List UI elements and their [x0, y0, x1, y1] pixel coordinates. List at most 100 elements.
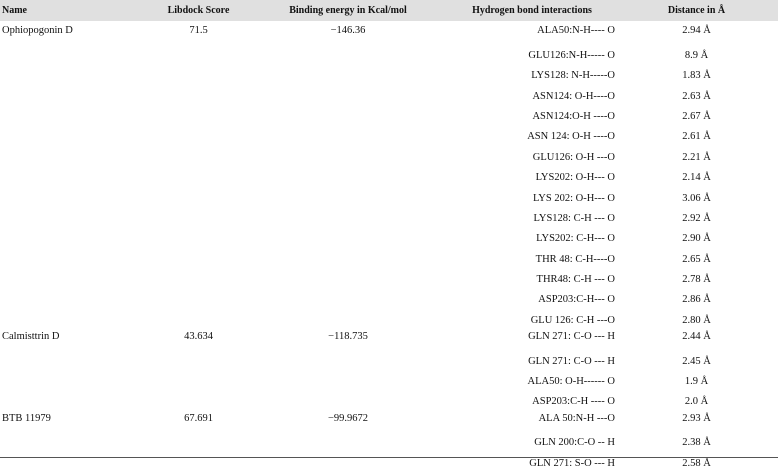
cell-compound-name: [0, 388, 142, 408]
cell-distance: 2.67 Å: [682, 110, 711, 122]
cell-distance: 2.0 Å: [684, 396, 709, 408]
cell-compound-name: [0, 123, 142, 143]
cell-binding-energy: [255, 184, 441, 204]
cell-distance: 2.38 Å: [682, 437, 711, 449]
cell-libdock-score: [142, 123, 255, 143]
table-row: GLN 271: C-O --- H 2.45 Å: [0, 347, 778, 367]
cell-binding-energy: −99.9672: [327, 412, 369, 424]
table-row: THR48: C-H --- O 2.78 Å: [0, 266, 778, 286]
cell-distance: 2.21 Å: [682, 151, 711, 163]
cell-libdock-score: 71.5: [189, 25, 208, 37]
cell-hydrogen-bond: THR 48: C-H----O: [535, 253, 615, 265]
cell-compound-name: [0, 245, 142, 265]
header-libdock-score: Libdock Score: [167, 5, 230, 16]
cell-libdock-score: [142, 62, 255, 82]
cell-binding-energy: [255, 205, 441, 225]
table-row: GLU126:N-H----- O 8.9 Å: [0, 41, 778, 61]
cell-compound-name: Ophiopogonin D: [2, 25, 73, 37]
table-row: ASN124:O-H ----O 2.67 Å: [0, 103, 778, 123]
cell-binding-energy: [255, 449, 441, 469]
cell-binding-energy: [255, 429, 441, 449]
cell-libdock-score: [142, 429, 255, 449]
cell-libdock-score: [142, 368, 255, 388]
cell-binding-energy: [255, 164, 441, 184]
cell-binding-energy: [255, 41, 441, 61]
cell-compound-name: [0, 164, 142, 184]
cell-libdock-score: [142, 286, 255, 306]
table-row: GLN 271: S-O --- H 2.58 Å: [0, 449, 778, 469]
cell-hydrogen-bond: LYS 202: O-H--- O: [532, 192, 615, 204]
cell-hydrogen-bond: GLN 200:C-O -- H: [534, 437, 615, 449]
cell-hydrogen-bond: GLU126:N-H----- O: [528, 49, 615, 61]
cell-distance: 2.86 Å: [682, 294, 711, 306]
header-hydrogen-bond: Hydrogen bond interactions: [472, 5, 592, 16]
cell-compound-name: [0, 184, 142, 204]
table-row: THR 48: C-H----O 2.65 Å: [0, 245, 778, 265]
cell-hydrogen-bond: ASP203:C-H--- O: [538, 294, 615, 306]
cell-libdock-score: [142, 184, 255, 204]
cell-compound-name: [0, 103, 142, 123]
table-row: LYS128: C-H --- O 2.92 Å: [0, 205, 778, 225]
table-row: LYS 202: O-H--- O 3.06 Å: [0, 184, 778, 204]
cell-binding-energy: [255, 347, 441, 367]
cell-libdock-score: [142, 388, 255, 408]
cell-hydrogen-bond: ASN124:O-H ----O: [532, 110, 615, 122]
cell-compound-name: [0, 449, 142, 469]
cell-distance: 2.92 Å: [682, 212, 711, 224]
cell-binding-energy: [255, 286, 441, 306]
table-row: ASN124: O-H----O 2.63 Å: [0, 82, 778, 102]
table-row: GLU 126: C-H ---O 2.80 Å: [0, 306, 778, 326]
cell-libdock-score: [142, 225, 255, 245]
cell-libdock-score: [142, 306, 255, 326]
cell-distance: 2.94 Å: [682, 25, 711, 37]
cell-compound-name: [0, 347, 142, 367]
cell-compound-name: [0, 41, 142, 61]
cell-compound-name: [0, 306, 142, 326]
cell-distance: 8.9 Å: [684, 49, 709, 61]
cell-distance: 2.78 Å: [682, 274, 711, 286]
cell-binding-energy: [255, 245, 441, 265]
cell-distance: 2.58 Å: [682, 457, 711, 469]
table-row: LYS128: N-H-----O 1.83 Å: [0, 62, 778, 82]
cell-distance: 2.14 Å: [682, 172, 711, 184]
cell-hydrogen-bond: GLN 271: S-O --- H: [529, 457, 615, 469]
table-row: Calmisttrin D 43.634 −118.735 GLN 271: C-O …: [0, 327, 778, 347]
cell-compound-name: Calmisttrin D: [2, 331, 60, 343]
cell-distance: 1.83 Å: [682, 70, 711, 82]
cell-distance: 2.63 Å: [682, 90, 711, 102]
cell-compound-name: [0, 82, 142, 102]
cell-binding-energy: [255, 143, 441, 163]
cell-compound-name: [0, 225, 142, 245]
cell-hydrogen-bond: THR48: C-H --- O: [536, 274, 615, 286]
cell-distance: 2.93 Å: [682, 412, 711, 424]
cell-libdock-score: [142, 266, 255, 286]
cell-libdock-score: [142, 82, 255, 102]
cell-libdock-score: [142, 143, 255, 163]
cell-distance: 2.61 Å: [682, 131, 711, 143]
cell-libdock-score: [142, 245, 255, 265]
cell-binding-energy: [255, 123, 441, 143]
cell-hydrogen-bond: LYS128: N-H-----O: [531, 70, 615, 82]
cell-libdock-score: [142, 347, 255, 367]
cell-binding-energy: [255, 103, 441, 123]
cell-compound-name: [0, 286, 142, 306]
table-row: LYS202: C-H--- O 2.90 Å: [0, 225, 778, 245]
cell-libdock-score: [142, 449, 255, 469]
cell-hydrogen-bond: LYS202: O-H--- O: [535, 172, 615, 184]
cell-binding-energy: [255, 62, 441, 82]
header-name: Name: [2, 5, 27, 16]
cell-distance: 2.44 Å: [682, 331, 711, 343]
cell-hydrogen-bond: LYS202: C-H--- O: [536, 233, 615, 245]
header-binding-energy: Binding energy in Kcal/mol: [289, 5, 407, 16]
cell-hydrogen-bond: GLN 271: C-O --- H: [528, 355, 615, 367]
header-distance: Distance in Å: [667, 5, 726, 16]
table-row: GLN 200:C-O -- H 2.38 Å: [0, 429, 778, 449]
cell-libdock-score: [142, 164, 255, 184]
cell-hydrogen-bond: GLU126: O-H ---O: [532, 151, 615, 163]
cell-distance: 2.65 Å: [682, 253, 711, 265]
cell-compound-name: [0, 429, 142, 449]
cell-libdock-score: 43.634: [184, 331, 213, 343]
table-row: ASN 124: O-H ----O 2.61 Å: [0, 123, 778, 143]
cell-hydrogen-bond: ALA 50:N-H ---O: [538, 412, 615, 424]
cell-compound-name: [0, 368, 142, 388]
